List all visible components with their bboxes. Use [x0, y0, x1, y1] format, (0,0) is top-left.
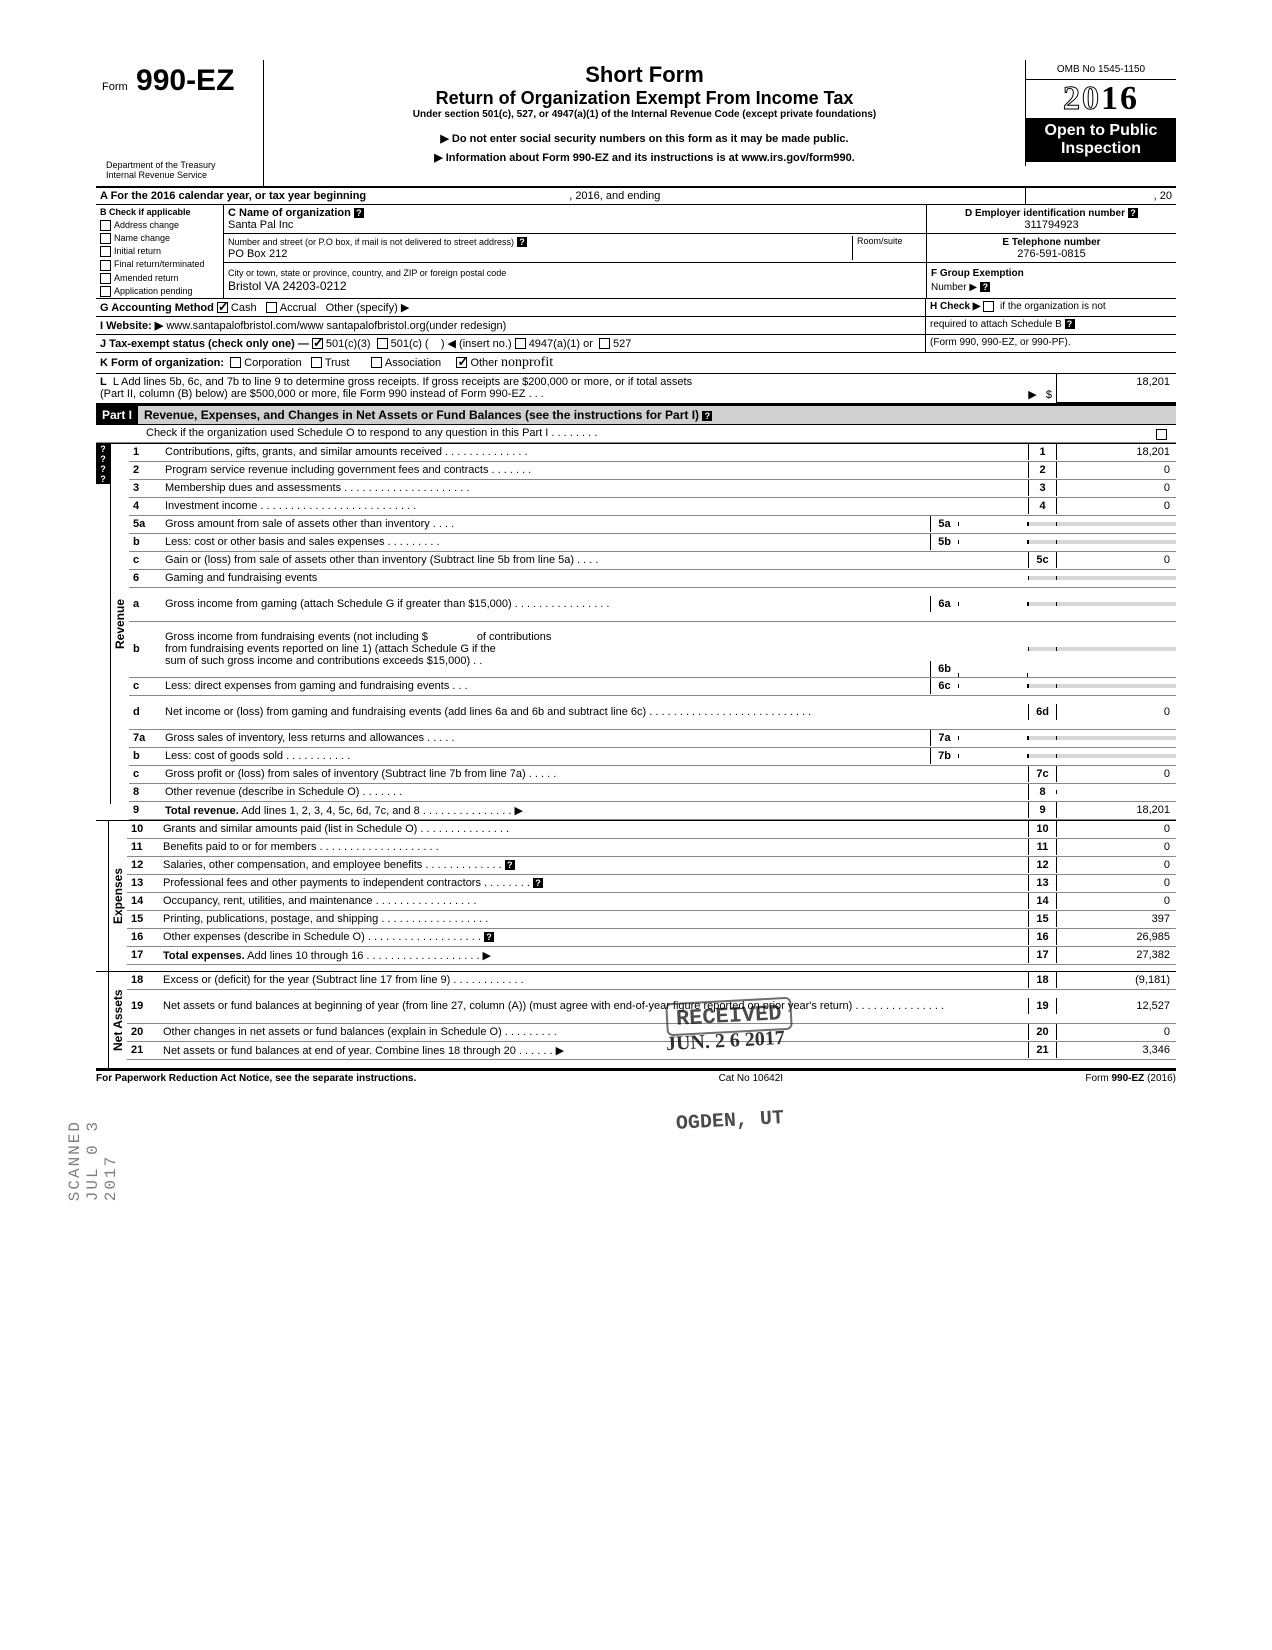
info-line: ▶ Information about Form 990-EZ and its … [272, 151, 1017, 164]
scanned-stamp: SCANNED JUL 0 3 2017 [66, 1120, 120, 1201]
omb-number: OMB No 1545-1150 [1026, 60, 1176, 80]
section-a: A For the 2016 calendar year, or tax yea… [96, 188, 1176, 205]
org-address: PO Box 212 [228, 248, 287, 260]
ein: 311794923 [1024, 219, 1078, 231]
netassets-label: Net Assets [108, 972, 127, 1068]
section-l: L L Add lines 5b, 6c, and 7b to line 9 t… [96, 374, 1176, 404]
check-name[interactable] [100, 233, 111, 244]
open-public: Open to Public Inspection [1026, 118, 1176, 162]
form-number-box: Form 990-EZ Department of the Treasury I… [96, 60, 264, 186]
tax-year: 2016 [1026, 80, 1176, 118]
subtitle: Under section 501(c), 527, or 4947(a)(1)… [272, 109, 1017, 120]
check-initial[interactable] [100, 246, 111, 257]
section-k: K Form of organization: Corporation Trus… [96, 353, 1176, 374]
check-other-org[interactable] [456, 357, 467, 368]
ssn-warning: ▶ Do not enter social security numbers o… [272, 132, 1017, 145]
check-501c3[interactable] [312, 338, 323, 349]
form-number: 990-EZ [136, 64, 234, 97]
check-amended[interactable] [100, 273, 111, 284]
section-c: C Name of organization ? Santa Pal Inc N… [224, 205, 926, 298]
footer: For Paperwork Reduction Act Notice, see … [96, 1070, 1176, 1084]
short-form-title: Short Form [272, 62, 1017, 88]
omb-box: OMB No 1545-1150 2016 Open to Public Ins… [1026, 60, 1176, 162]
stamp-ogden: OGDEN, UT [675, 1107, 784, 1136]
main-title: Return of Organization Exempt From Incom… [272, 88, 1017, 109]
phone: 276-591-0815 [1017, 248, 1086, 260]
section-bcd: B Check if applicable Address change Nam… [96, 205, 1176, 299]
title-box: Short Form Return of Organization Exempt… [264, 60, 1026, 166]
check-pending[interactable] [100, 286, 111, 297]
check-final[interactable] [100, 260, 111, 271]
revenue-label: Revenue [110, 444, 129, 804]
section-b: B Check if applicable Address change Nam… [96, 205, 224, 298]
section-i: I Website: ▶ www.santapalofbristol.com/w… [96, 317, 1176, 335]
dept-treasury: Department of the Treasury Internal Reve… [102, 158, 257, 182]
check-accrual[interactable] [266, 302, 277, 313]
section-j: J Tax-exempt status (check only one) — 5… [96, 335, 1176, 353]
part1-check: Check if the organization used Schedule … [96, 425, 1176, 443]
form-page: SCANNED JUL 0 3 2017 Form 990-EZ Departm… [96, 60, 1176, 1084]
org-city: Bristol VA 24203-0212 [228, 279, 347, 293]
check-address[interactable] [100, 220, 111, 231]
netassets-section: Net Assets 18Excess or (deficit) for the… [96, 971, 1176, 1070]
section-g: G Accounting Method Cash Accrual Other (… [96, 299, 1176, 317]
expenses-section: Expenses 10Grants and similar amounts pa… [96, 820, 1176, 971]
website: www.santapalofbristol.com/www santapalof… [166, 320, 506, 332]
org-name: Santa Pal Inc [228, 219, 293, 231]
gross-receipts: 18,201 [1056, 374, 1176, 403]
form-label: Form [102, 81, 128, 93]
form-header: Form 990-EZ Department of the Treasury I… [96, 60, 1176, 188]
handwritten-nonprofit: nonprofit [501, 355, 553, 370]
check-cash[interactable] [217, 302, 228, 313]
part1-header: Part I Revenue, Expenses, and Changes in… [96, 404, 1176, 425]
expenses-label: Expenses [108, 821, 127, 971]
revenue-section: ???? Revenue 1Contributions, gifts, gran… [96, 443, 1176, 820]
section-def: D Employer identification number ? 31179… [926, 205, 1176, 298]
